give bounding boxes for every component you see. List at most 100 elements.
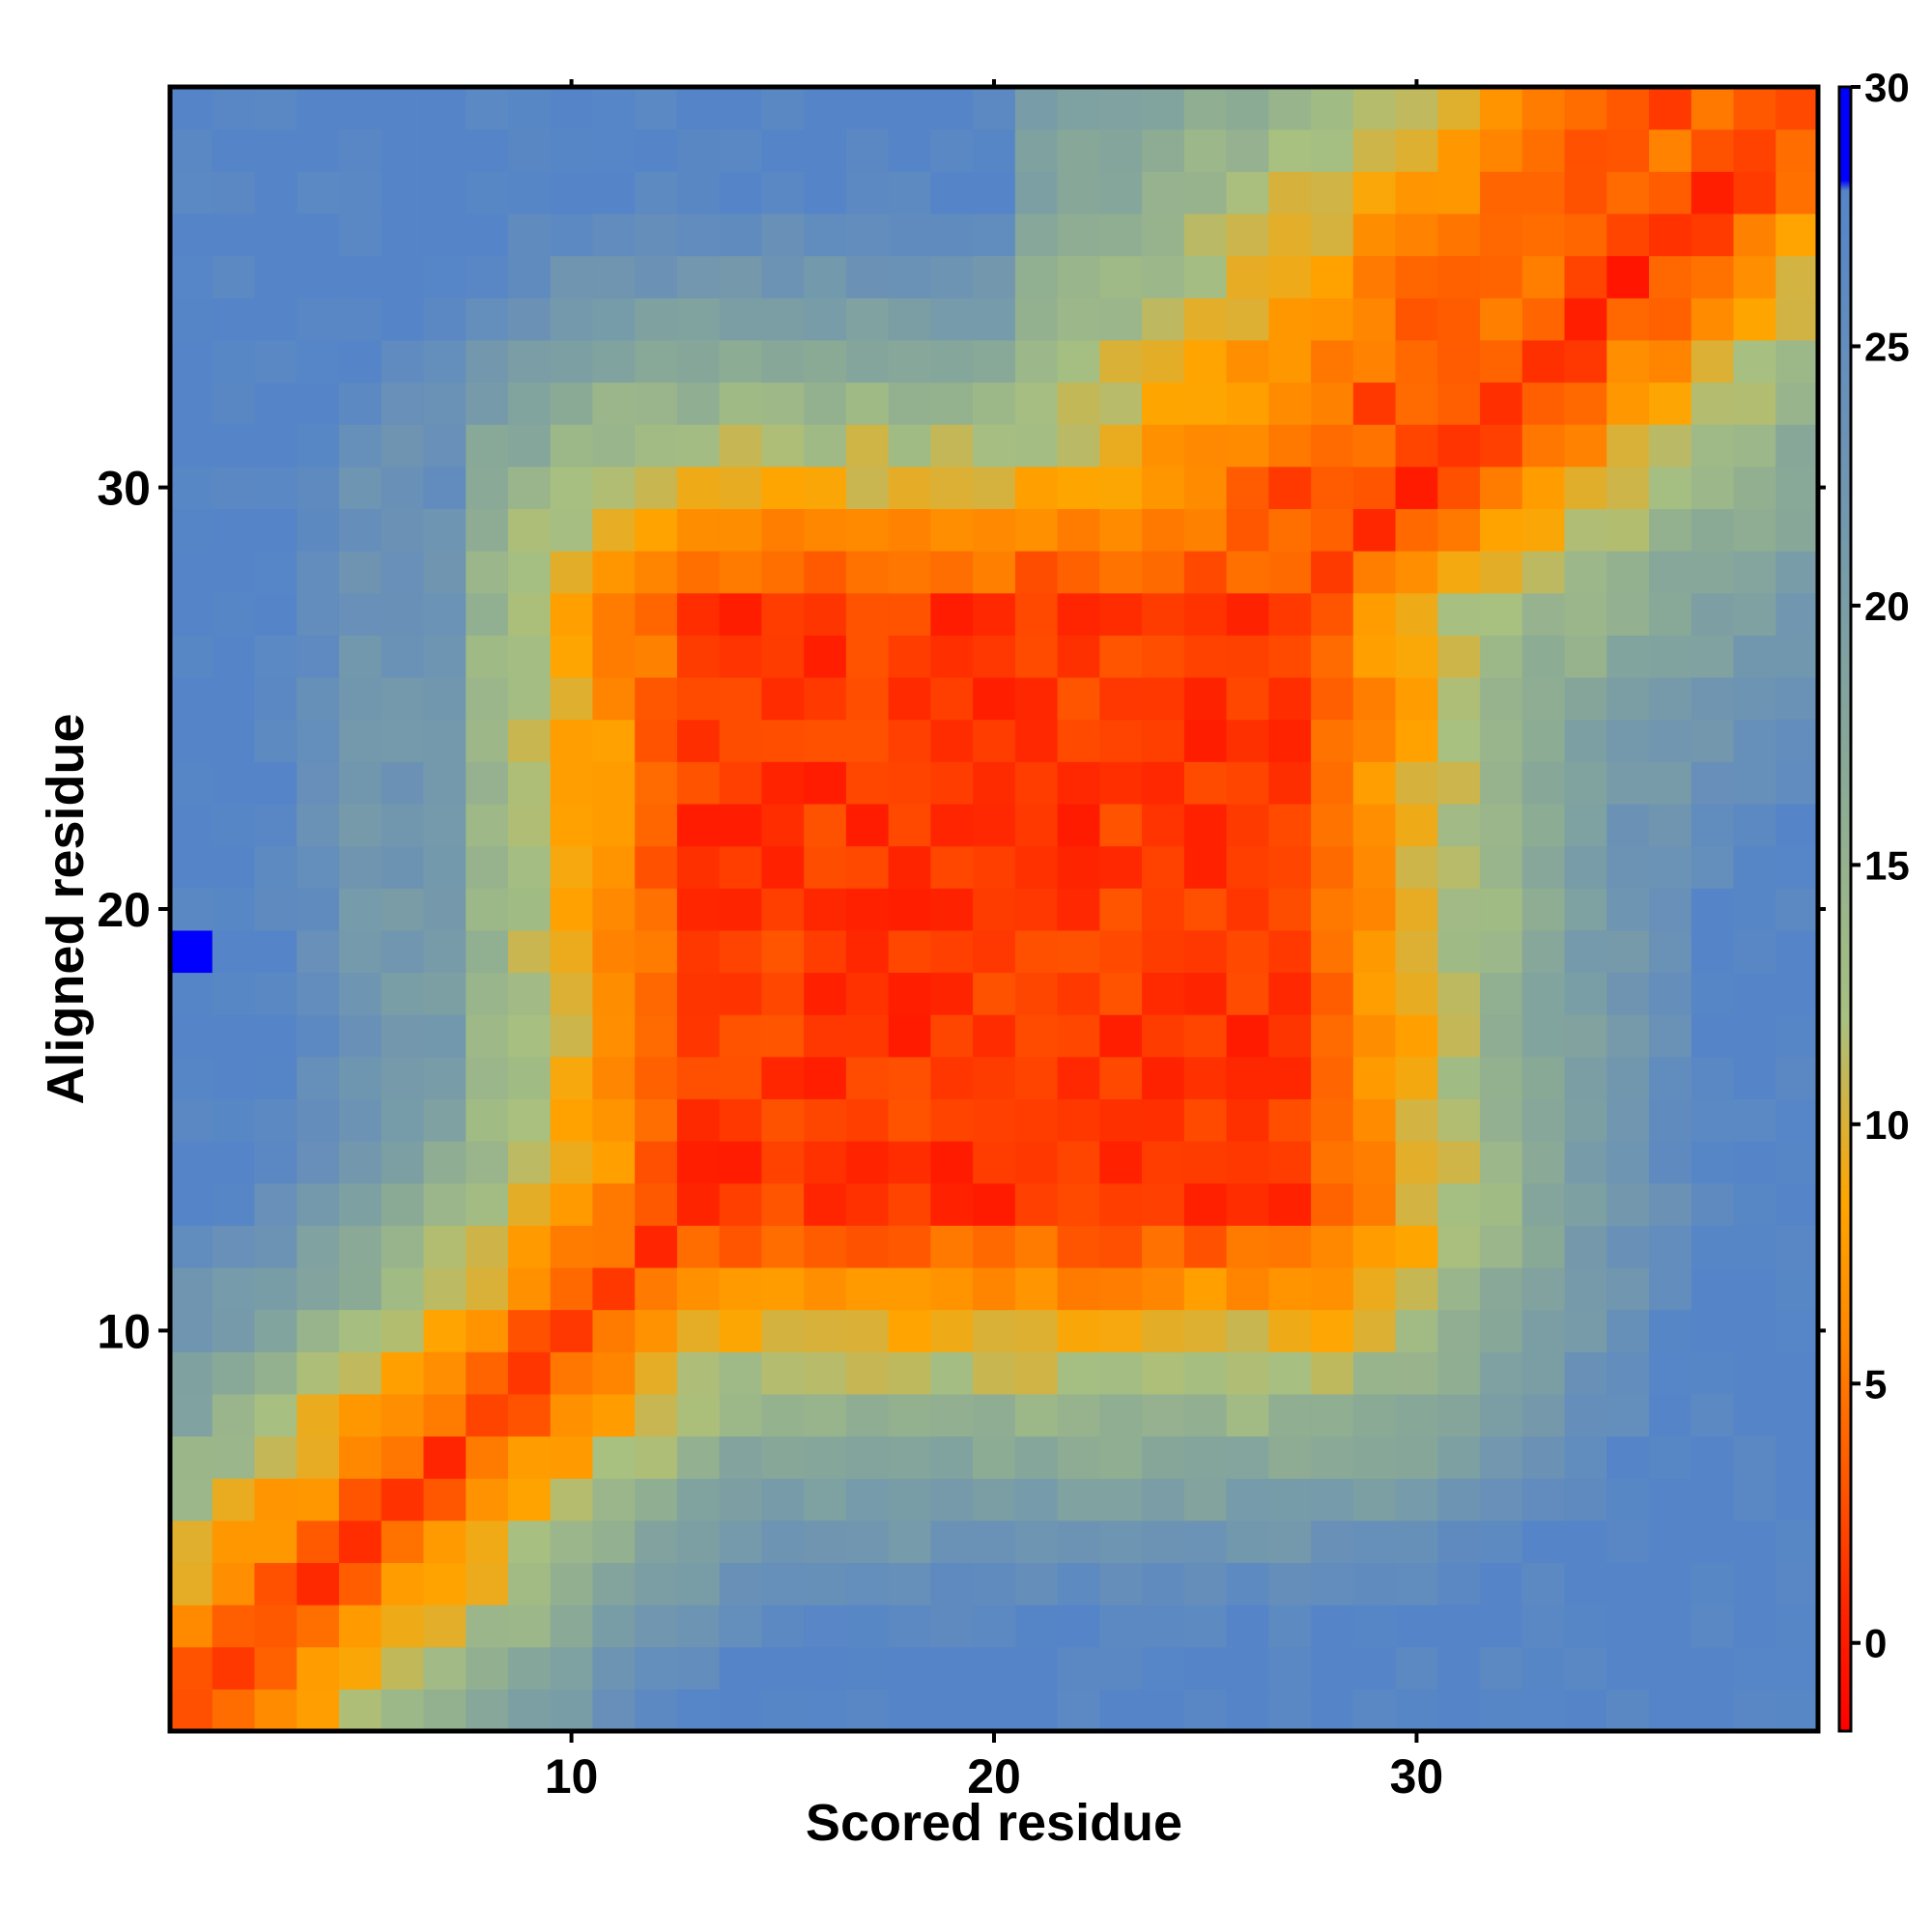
heatmap-cell (1480, 1562, 1523, 1605)
y-tick-label: 10 (97, 1304, 151, 1358)
heatmap-cell (1099, 1393, 1143, 1437)
heatmap-cell (930, 803, 974, 847)
heatmap-cell (254, 382, 298, 425)
heatmap-cell (1014, 213, 1059, 257)
heatmap-cell (1352, 929, 1397, 974)
heatmap-cell (466, 1266, 509, 1311)
heatmap-cell (1395, 929, 1438, 974)
heatmap-cell (973, 888, 1016, 931)
heatmap-cell (170, 1646, 213, 1690)
heatmap-cell (297, 635, 340, 678)
heatmap-cell (1776, 803, 1819, 847)
heatmap-cell (466, 803, 509, 847)
heatmap-cell (381, 972, 425, 1015)
heatmap-cell (930, 171, 974, 214)
heatmap-cell (1606, 719, 1650, 762)
heatmap-cell (845, 676, 890, 721)
heatmap-cell (1057, 424, 1100, 468)
heatmap-cell (338, 1309, 383, 1352)
heatmap-cell (1649, 929, 1692, 974)
heatmap-cell (550, 1266, 594, 1311)
heatmap-cell (635, 1646, 678, 1690)
heatmap-cell (804, 803, 847, 847)
heatmap-cell (1733, 1225, 1776, 1268)
heatmap-cell (254, 719, 298, 762)
heatmap-cell (1733, 1266, 1776, 1311)
heatmap-cell (1099, 87, 1143, 130)
heatmap-cell (550, 1478, 594, 1521)
heatmap-cell (1776, 761, 1819, 805)
heatmap-cell (1268, 1435, 1312, 1479)
heatmap-cell (888, 1478, 931, 1521)
heatmap-cell (170, 888, 213, 931)
heatmap-cell (1142, 635, 1185, 678)
heatmap-cell (973, 761, 1016, 805)
heatmap-cell (550, 719, 594, 762)
heatmap-cell (1183, 635, 1228, 678)
heatmap-cell (1099, 845, 1143, 889)
heatmap-cell (804, 1562, 847, 1605)
heatmap-cell (423, 339, 467, 384)
heatmap-cell (1099, 1056, 1143, 1099)
heatmap-cell (170, 1309, 213, 1352)
heatmap-cell (888, 171, 931, 214)
heatmap-cell (888, 424, 931, 468)
heatmap-cell (466, 592, 509, 636)
heatmap-cell (550, 128, 594, 172)
heatmap-cell (1733, 1351, 1776, 1395)
heatmap-cell (1226, 1478, 1269, 1521)
heatmap-cell (170, 1435, 213, 1479)
heatmap-cell (1606, 128, 1650, 172)
heatmap-cell (1480, 845, 1523, 889)
heatmap-cell (550, 1689, 594, 1732)
heatmap-cell (1564, 1056, 1607, 1099)
heatmap-cell (1733, 1605, 1776, 1648)
heatmap-cell (719, 128, 763, 172)
heatmap-cell (1311, 1478, 1354, 1521)
heatmap-cell (1311, 1056, 1354, 1099)
heatmap-cell (804, 128, 847, 172)
heatmap-cell (170, 255, 213, 298)
heatmap-cell (212, 1056, 256, 1099)
heatmap-cell (592, 213, 636, 257)
heatmap-cell (1733, 1014, 1776, 1058)
heatmap-cell (507, 676, 552, 721)
heatmap-cell (297, 676, 340, 721)
heatmap-cell (1649, 382, 1692, 425)
heatmap-cell (1099, 1098, 1143, 1142)
heatmap-cell (338, 676, 383, 721)
heatmap-cell (507, 1056, 552, 1099)
heatmap-cell (1099, 213, 1143, 257)
heatmap-cell (761, 1309, 805, 1352)
heatmap-cell (1480, 635, 1523, 678)
heatmap-cell (930, 466, 974, 510)
heatmap-cell (1099, 929, 1143, 974)
heatmap-cell (507, 382, 552, 425)
heatmap-cell (170, 466, 213, 510)
heatmap-cell (1014, 508, 1059, 552)
heatmap-cell (973, 171, 1016, 214)
heatmap-cell (761, 719, 805, 762)
heatmap-cell (845, 551, 890, 594)
heatmap-cell (804, 1098, 847, 1142)
heatmap-cell (719, 1520, 763, 1564)
heatmap-cell (973, 87, 1016, 130)
heatmap-cell (1776, 1689, 1819, 1732)
heatmap-cell (1606, 803, 1650, 847)
heatmap-cell (1521, 845, 1566, 889)
heatmap-cell (1649, 888, 1692, 931)
heatmap-cell (550, 213, 594, 257)
heatmap-cell (1606, 255, 1650, 298)
heatmap-cell (1057, 508, 1100, 552)
heatmap-cell (1690, 1098, 1735, 1142)
heatmap-cell (1395, 676, 1438, 721)
heatmap-cell (381, 508, 425, 552)
heatmap-cell (1606, 635, 1650, 678)
heatmap-cell (212, 1478, 256, 1521)
heatmap-cell (1057, 592, 1100, 636)
heatmap-cell (1649, 1056, 1692, 1099)
heatmap-cell (973, 1309, 1016, 1352)
heatmap-cell (1183, 128, 1228, 172)
heatmap-cell (592, 761, 636, 805)
heatmap-cell (550, 1520, 594, 1564)
